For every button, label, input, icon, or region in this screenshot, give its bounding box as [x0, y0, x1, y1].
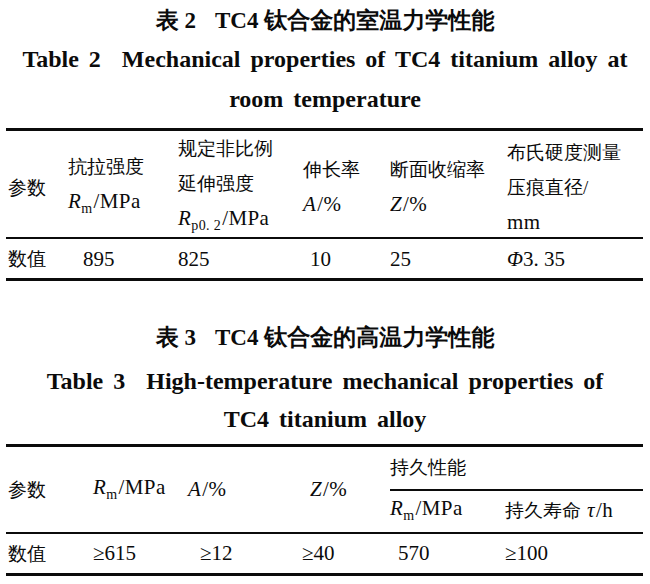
table3-header: 参数 Rm/MPa A/% Z/% 持久性能 Rm/MPa 持久寿命τ/h: [6, 447, 643, 532]
table3-header-endurance-rm: Rm/MPa: [390, 489, 505, 532]
table2-header-param: 参数: [6, 131, 68, 243]
table2-header-proof-strength: 规定非比例 延伸强度 Rp0. 2/MPa: [178, 131, 303, 243]
table3-value-endurance-rm: 570: [390, 534, 505, 573]
table3-caption-zh-text: TC4 钛合金的高温力学性能: [215, 325, 494, 350]
table3-header-elongation: A/%: [188, 447, 302, 532]
table3-header-rm: Rm/MPa: [93, 447, 188, 532]
table2-caption-en-label: Table 2: [22, 46, 100, 72]
table2-header-reduction-of-area: 断面收缩率 Z/%: [390, 131, 507, 243]
table3-value-life: ≥100: [505, 534, 643, 573]
table2-data-row: 数值 895 825 10 25 Φ3. 35: [6, 239, 643, 279]
table2-value-rp02: 825: [178, 239, 303, 279]
table3-bottom-rule: [6, 573, 643, 576]
document-page: 表 2 TC4 钛合金的室温力学性能 Table 2 Mechanical prop…: [0, 0, 650, 584]
table2-header-elongation: 伸长率 A/%: [303, 131, 390, 243]
table2-header-tensile-strength: 抗拉强度 Rm/MPa: [68, 131, 178, 243]
table2-row-label: 数值: [6, 239, 68, 279]
table3-value-rm: ≥615: [93, 534, 188, 573]
table3-row-label: 数值: [6, 534, 93, 573]
table2-caption-en-line2: room temperature: [0, 86, 650, 112]
table2-value-a: 10: [303, 239, 390, 279]
table2-caption-zh-text: TC4 钛合金的室温力学性能: [215, 8, 494, 33]
table2-caption-zh-label: 表 2: [156, 8, 196, 33]
table2-caption-en-line1: Table 2 Mechanical properties of TC4 tita…: [0, 46, 650, 72]
table3-header-endurance-group: 持久性能: [390, 447, 643, 489]
table3-caption-en-label: Table 3: [47, 368, 125, 394]
table2-header-brinell-indent: 布氏硬度测量 压痕直径/ mm: [507, 131, 643, 243]
table2-value-z: 25: [390, 239, 507, 279]
table2-caption-zh: 表 2 TC4 钛合金的室温力学性能: [0, 8, 650, 34]
table2-header-row: 参数 抗拉强度 Rm/MPa 规定非比例 延伸强度 Rp0. 2/MPa 伸长率…: [6, 131, 643, 237]
table3-value-a: ≥12: [188, 534, 302, 573]
table3-header-endurance-life: 持久寿命τ/h: [505, 489, 643, 532]
table2-value-rm: 895: [68, 239, 178, 279]
table3-caption-zh: 表 3 TC4 钛合金的高温力学性能: [0, 325, 650, 351]
table2-caption-en-text: Mechanical properties of TC4 titanium al…: [122, 46, 628, 72]
table3-caption-en-line2: TC4 titanium alloy: [0, 406, 650, 432]
table3-caption-zh-label: 表 3: [156, 325, 196, 350]
table3-caption-en-line1: Table 3 High-temperature mechanical prope…: [0, 368, 650, 394]
table3-header-reduction: Z/%: [302, 447, 390, 532]
table3-caption-en-text: High-temperature mechanical properties o…: [146, 368, 603, 394]
table2-value-indent: Φ3. 35: [507, 239, 643, 279]
table3-header-param: 参数: [6, 447, 93, 532]
table3-data-row: 数值 ≥615 ≥12 ≥40 570 ≥100: [6, 534, 643, 573]
table3-value-z: ≥40: [302, 534, 390, 573]
